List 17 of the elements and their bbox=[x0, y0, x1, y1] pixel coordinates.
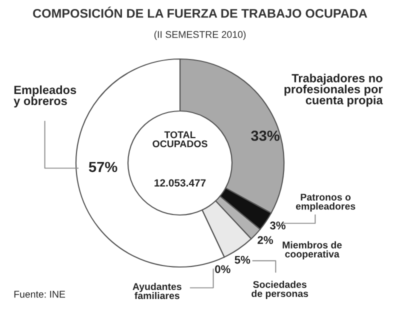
text: 0% bbox=[215, 265, 230, 274]
slice-label: Patronos o empleadores bbox=[296, 194, 356, 212]
source-note: Fuente: INE bbox=[14, 290, 66, 298]
chart-subtitle: (II SEMESTRE 2010) bbox=[154, 30, 246, 40]
slice-label: Miembros de cooperativa bbox=[282, 241, 342, 260]
data-label: 2% bbox=[258, 236, 274, 244]
data-label: 5% bbox=[234, 256, 250, 264]
data-label: 57% bbox=[88, 162, 118, 172]
slice-label: Empleados y obreros bbox=[14, 85, 76, 108]
text: 12.053.477 bbox=[154, 179, 206, 187]
slice-label: Trabajadores no profesionales por cuenta propia bbox=[284, 74, 383, 107]
data-label: 3% bbox=[270, 222, 286, 230]
text: TOTAL OCUPADOS bbox=[152, 131, 208, 148]
data-label: 33% bbox=[251, 130, 280, 141]
chart-title: COMPOSICIÓN DE LA FUERZA DE TRABAJO OCUPADA bbox=[33, 6, 368, 18]
slice-label: Sociedades de personas bbox=[252, 280, 308, 299]
category-label: Ayudantes familiares bbox=[132, 282, 182, 300]
